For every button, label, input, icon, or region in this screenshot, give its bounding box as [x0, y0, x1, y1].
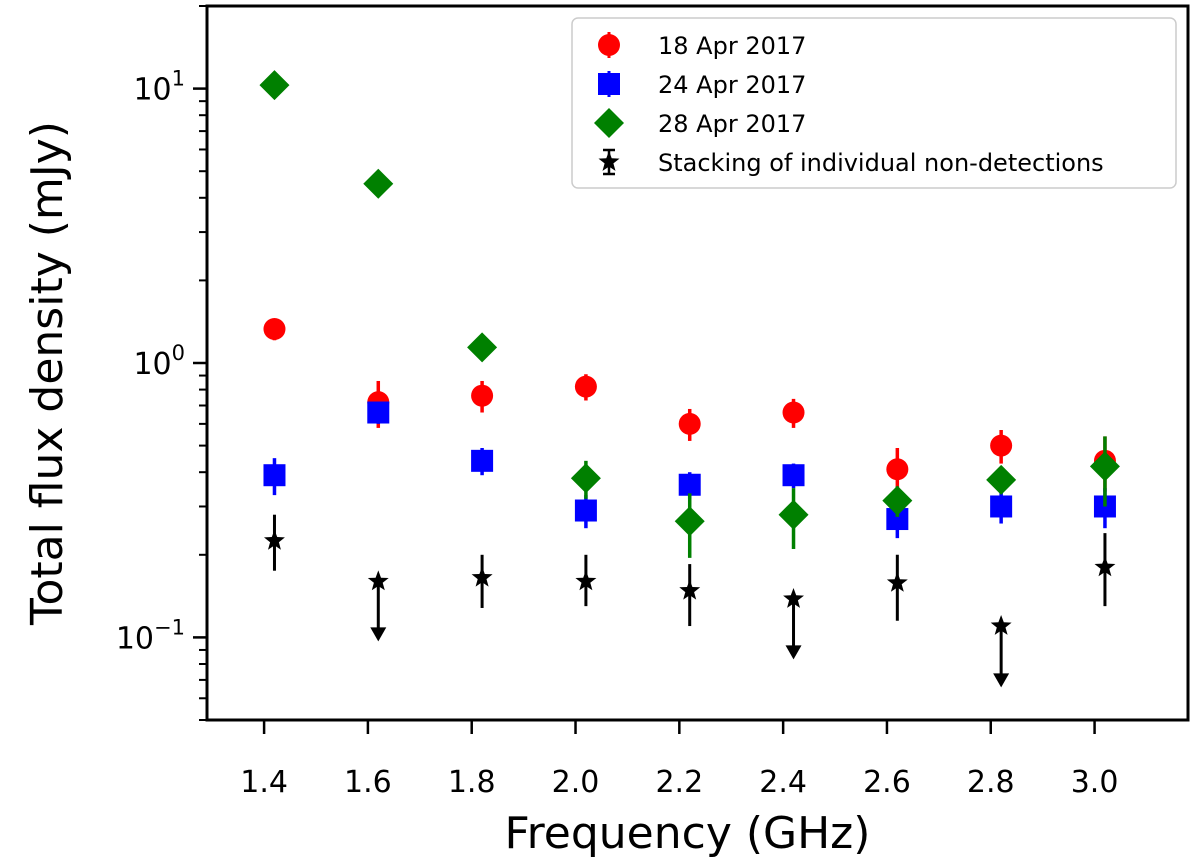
data-point — [263, 464, 286, 487]
data-point — [575, 570, 597, 591]
legend-label: Stacking of individual non-detections — [658, 149, 1104, 177]
data-point — [783, 588, 804, 608]
series-diamond — [259, 70, 1120, 558]
data-point — [674, 506, 705, 537]
series-star — [264, 514, 1116, 688]
legend: 18 Apr 2017 24 Apr 2017 28 Apr 2017 Stackin… — [571, 17, 1177, 189]
x-tick-label: 2.0 — [552, 765, 600, 800]
data-point — [990, 615, 1012, 635]
x-axis-title: Frequency (GHz) — [505, 808, 871, 859]
data-point — [886, 508, 909, 531]
data-point — [990, 434, 1013, 457]
data-point — [367, 570, 389, 591]
data-point — [367, 401, 390, 424]
data-point — [1094, 556, 1116, 577]
data-point — [467, 332, 498, 363]
y-tick-label: 101 — [133, 67, 185, 108]
data-point — [986, 464, 1017, 495]
series-circle — [263, 318, 1116, 496]
data-point — [782, 401, 805, 424]
y-tick-label: 100 — [133, 341, 185, 382]
x-tick-label: 3.0 — [1071, 765, 1119, 800]
x-tick-label: 2.6 — [863, 765, 911, 800]
upper-limit-arrow — [785, 645, 802, 660]
data-point — [886, 571, 908, 592]
x-tick-label: 2.4 — [759, 765, 807, 800]
legend-label: 28 Apr 2017 — [658, 110, 806, 138]
data-point — [259, 70, 290, 101]
y-tick-label: 10−1 — [116, 615, 185, 656]
data-point — [679, 579, 701, 600]
data-point — [678, 473, 701, 496]
legend-marker — [598, 73, 620, 95]
data-point — [363, 168, 394, 199]
x-tick-label: 2.8 — [967, 765, 1015, 800]
x-tick-label: 1.8 — [448, 765, 496, 800]
data-point — [471, 566, 493, 587]
legend-marker — [598, 151, 620, 171]
x-tick-label: 1.4 — [240, 765, 288, 800]
legend-marker — [594, 108, 624, 138]
data-point — [886, 458, 909, 481]
data-point — [574, 375, 597, 398]
data-point — [1089, 451, 1120, 482]
legend-marker — [598, 34, 620, 56]
data-point — [570, 463, 601, 494]
x-tick-label: 2.2 — [655, 765, 703, 800]
legend-box — [571, 17, 1177, 189]
data-point — [782, 464, 805, 487]
data-point — [778, 499, 809, 530]
legend-marker-star — [598, 148, 620, 176]
upper-limit-arrow — [370, 627, 387, 642]
data-point — [574, 499, 597, 522]
legend-label: 24 Apr 2017 — [658, 71, 806, 99]
data-point — [264, 529, 285, 550]
data-point — [678, 412, 701, 435]
data-point — [990, 495, 1013, 518]
data-point — [882, 485, 913, 516]
upper-limit-arrow — [993, 673, 1010, 688]
x-tick-label: 1.6 — [344, 765, 392, 800]
data-point — [471, 449, 494, 472]
legend-label: 18 Apr 2017 — [658, 32, 806, 60]
data-point — [471, 384, 494, 407]
y-axis-title: Total flux density (mJy) — [22, 121, 73, 626]
data-point — [263, 318, 286, 341]
